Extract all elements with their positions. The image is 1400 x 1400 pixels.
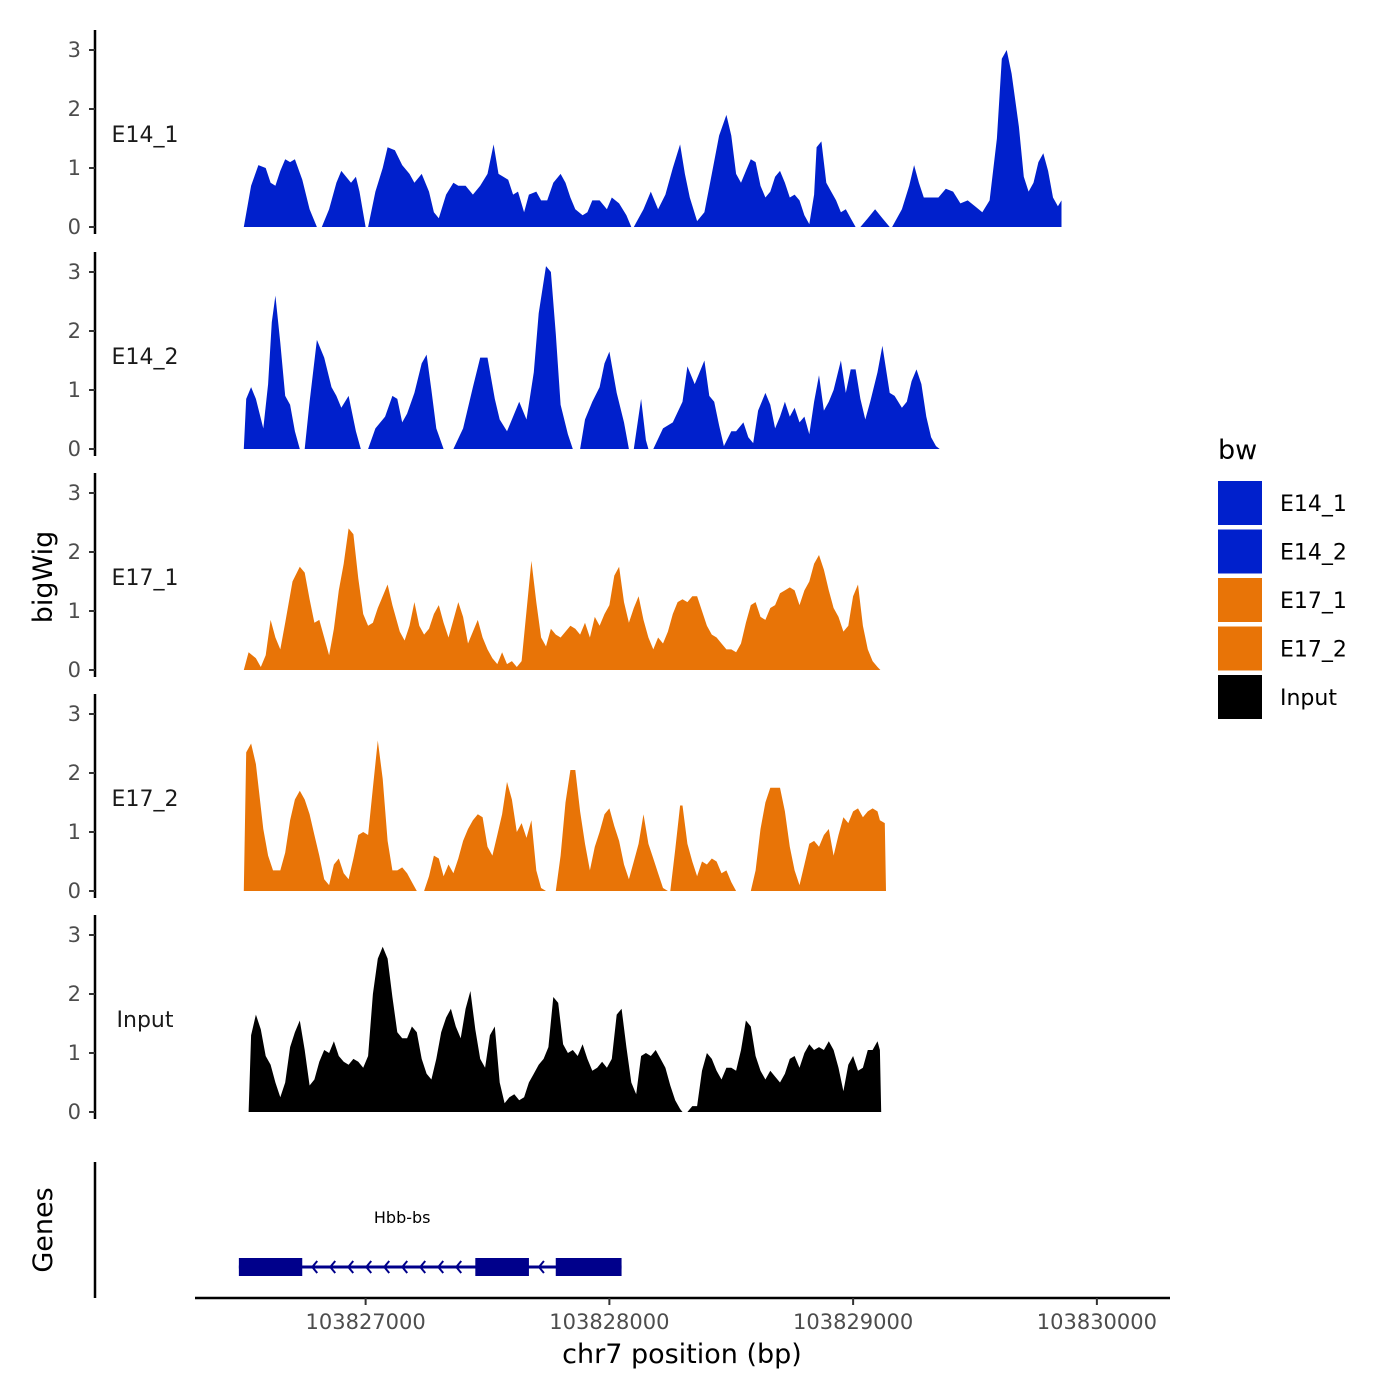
- strand-arrow: [436, 1260, 445, 1274]
- y-tick-label: 3: [68, 260, 81, 284]
- strand-arrow: [310, 1260, 319, 1274]
- y-tick-label: 3: [68, 923, 81, 947]
- x-tick-label: 103827000: [306, 1310, 426, 1334]
- gene-exon: [555, 1258, 622, 1276]
- legend-label-e17_2: E17_2: [1280, 638, 1347, 663]
- coverage-area-e17_1: [243, 528, 881, 670]
- strand-arrow: [382, 1260, 391, 1274]
- legend-label-e14_1: E14_1: [1280, 492, 1347, 517]
- legend-swatch-e17_2: [1218, 626, 1262, 671]
- y-tick-label: 1: [68, 156, 81, 180]
- gene-exon: [238, 1258, 303, 1276]
- legend-title: bw: [1218, 435, 1257, 466]
- y-tick-label: 0: [68, 1100, 81, 1124]
- y-tick-label: 0: [68, 879, 81, 903]
- gene-exon: [475, 1258, 529, 1276]
- strand-arrow: [364, 1260, 373, 1274]
- legend-swatch-input: [1218, 675, 1262, 719]
- y-tick-label: 2: [68, 540, 81, 564]
- strand-arrow: [400, 1260, 409, 1274]
- x-tick-label: 103830000: [1037, 1310, 1157, 1334]
- y-tick-label: 2: [68, 982, 81, 1006]
- y-tick-label: 3: [68, 702, 81, 726]
- y-tick-label: 1: [68, 378, 81, 402]
- track-label-e17_2: E17_2: [112, 787, 179, 812]
- y-tick-label: 1: [68, 820, 81, 844]
- legend-label-e17_1: E17_1: [1280, 589, 1347, 614]
- track-label-e14_1: E14_1: [112, 123, 179, 148]
- strand-arrow: [537, 1260, 545, 1274]
- legend-swatch-e14_2: [1218, 529, 1262, 574]
- y-tick-label: 2: [68, 761, 81, 785]
- legend-swatch-e17_1: [1218, 578, 1262, 622]
- coverage-area-input: [248, 946, 882, 1112]
- genes-axis-title: Genes: [28, 1187, 59, 1272]
- strand-arrow: [328, 1260, 337, 1274]
- x-tick-label: 103828000: [549, 1310, 669, 1334]
- y-tick-label: 1: [68, 1041, 81, 1065]
- y-tick-label: 0: [68, 658, 81, 682]
- coverage-area-e14_1: [243, 50, 1062, 227]
- y-tick-label: 0: [68, 437, 81, 461]
- x-tick-label: 103829000: [793, 1310, 913, 1334]
- legend-label-e14_2: E14_2: [1280, 541, 1347, 566]
- x-axis-title: chr7 position (bp): [562, 1339, 802, 1370]
- y-tick-label: 3: [68, 38, 81, 62]
- coverage-area-e17_2: [243, 740, 887, 891]
- y-tick-label: 3: [68, 481, 81, 505]
- legend-label-input: Input: [1280, 686, 1337, 711]
- y-axis-title: bigWig: [28, 531, 59, 624]
- coverage-area-e14_2: [243, 266, 940, 449]
- track-label-input: Input: [117, 1008, 174, 1033]
- y-tick-label: 2: [68, 319, 81, 343]
- gene-label: Hbb-bs: [374, 1208, 431, 1227]
- y-tick-label: 2: [68, 97, 81, 121]
- strand-arrow: [418, 1260, 427, 1274]
- y-tick-label: 1: [68, 599, 81, 623]
- y-tick-label: 0: [68, 215, 81, 239]
- track-label-e14_2: E14_2: [112, 345, 179, 370]
- strand-arrow: [346, 1260, 355, 1274]
- strand-arrow: [454, 1260, 463, 1274]
- legend-swatch-e14_1: [1218, 481, 1262, 525]
- track-label-e17_1: E17_1: [112, 566, 179, 591]
